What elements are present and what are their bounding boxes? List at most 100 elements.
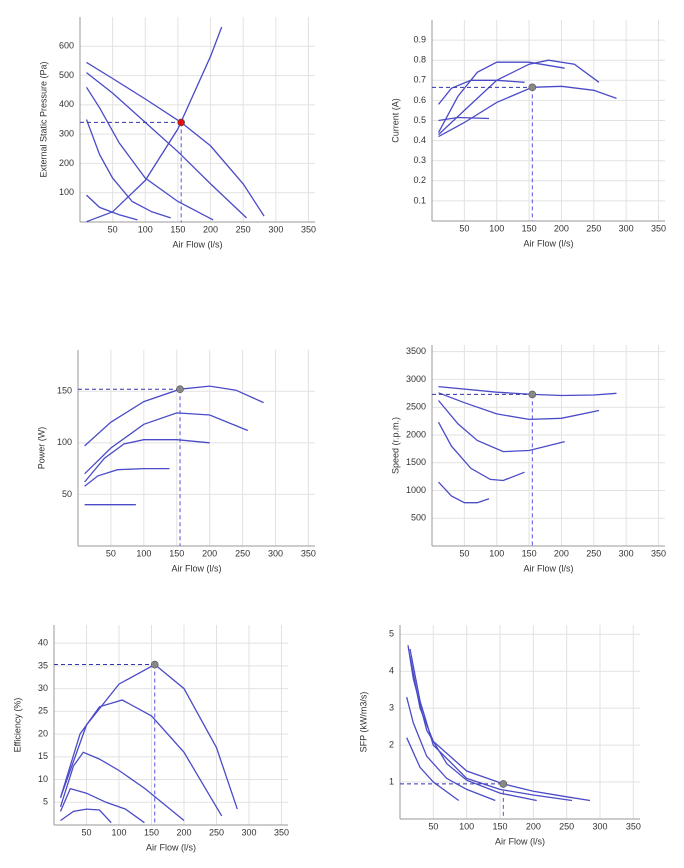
curve: [407, 645, 537, 802]
curve: [86, 194, 138, 221]
y-tick-label: 1: [389, 776, 394, 786]
curve: [438, 392, 600, 421]
x-tick-label: 150: [522, 548, 537, 558]
y-axis-label: SFP (kW/m3/s): [358, 692, 368, 753]
y-tick-label: 600: [59, 41, 74, 51]
x-tick-label: 200: [202, 548, 217, 558]
x-tick-label: 150: [144, 827, 159, 837]
y-tick-label: 3: [389, 703, 394, 713]
y-axis-label: Power (W): [36, 427, 46, 470]
x-tick-label: 300: [241, 827, 256, 837]
y-tick-label: 50: [62, 489, 72, 499]
x-tick-label: 350: [301, 548, 316, 558]
x-tick-label: 350: [651, 548, 666, 558]
y-tick-label: 10: [38, 774, 48, 784]
y-tick-label: 5: [43, 797, 48, 807]
y-tick-label: 40: [38, 638, 48, 648]
x-tick-label: 350: [651, 223, 666, 233]
curve: [59, 751, 185, 822]
y-tick-label: 0.6: [413, 95, 426, 105]
curve: [84, 385, 264, 447]
x-tick-label: 250: [559, 821, 574, 831]
curve: [438, 481, 490, 504]
curve: [406, 737, 460, 802]
x-tick-label: 300: [619, 548, 634, 558]
curve: [84, 439, 210, 483]
x-tick-label: 50: [108, 224, 118, 234]
x-axis-label: Air Flow (l/s): [524, 238, 574, 248]
y-tick-label: 500: [411, 513, 426, 523]
y-tick-label: 2: [389, 739, 394, 749]
curve: [59, 663, 238, 810]
x-tick-label: 350: [301, 224, 316, 234]
y-axis-label: Speed (r.p.m.): [390, 417, 400, 474]
x-tick-label: 100: [489, 548, 504, 558]
curve: [59, 787, 145, 824]
y-tick-label: 35: [38, 660, 48, 670]
x-tick-label: 250: [209, 827, 224, 837]
curve: [84, 412, 249, 475]
x-tick-label: 100: [459, 821, 474, 831]
operating-point: [176, 385, 184, 394]
curve: [438, 385, 617, 397]
x-tick-label: 150: [492, 821, 507, 831]
x-tick-label: 350: [274, 827, 289, 837]
x-axis-label: Air Flow (l/s): [173, 239, 223, 249]
y-tick-label: 5: [389, 629, 394, 639]
curve: [438, 59, 600, 136]
y-tick-label: 4: [389, 666, 394, 676]
operating-point: [499, 780, 508, 788]
x-tick-label: 50: [459, 548, 469, 558]
curve: [85, 119, 171, 219]
x-tick-label: 200: [176, 827, 191, 837]
operating-point: [150, 660, 159, 669]
x-tick-label: 150: [170, 224, 185, 234]
y-axis-label: External Static Pressure (Pa): [38, 61, 48, 177]
curve: [85, 86, 214, 221]
y-tick-label: 0.9: [413, 34, 426, 44]
x-tick-label: 50: [81, 827, 91, 837]
y-tick-label: 2000: [406, 429, 426, 439]
curve: [409, 648, 573, 802]
operating-point: [177, 118, 185, 127]
y-tick-label: 400: [59, 99, 74, 109]
y-tick-label: 150: [57, 386, 72, 396]
x-tick-label: 50: [428, 821, 438, 831]
operating-point: [528, 390, 537, 399]
curve: [438, 400, 565, 453]
y-tick-label: 500: [59, 70, 74, 80]
x-tick-label: 350: [626, 821, 641, 831]
x-tick-label: 250: [236, 224, 251, 234]
y-tick-label: 0.4: [413, 135, 426, 145]
curve: [406, 696, 496, 802]
y-tick-label: 0.2: [413, 175, 426, 185]
y-tick-label: 0.7: [413, 75, 426, 85]
y-tick-label: 1500: [406, 457, 426, 467]
y-tick-label: 1000: [406, 485, 426, 495]
y-tick-label: 300: [59, 129, 74, 139]
x-tick-label: 100: [111, 827, 126, 837]
x-tick-label: 300: [268, 548, 283, 558]
curve: [437, 421, 525, 482]
x-tick-label: 250: [586, 548, 601, 558]
x-tick-label: 200: [554, 548, 569, 558]
y-tick-label: 3500: [406, 346, 426, 356]
curve: [84, 467, 170, 487]
curve: [86, 26, 223, 223]
x-axis-label: Air Flow (l/s): [172, 563, 222, 573]
x-tick-label: 300: [268, 224, 283, 234]
x-axis-label: Air Flow (l/s): [146, 842, 196, 852]
x-tick-label: 150: [169, 548, 184, 558]
x-tick-label: 100: [138, 224, 153, 234]
x-axis-label: Air Flow (l/s): [524, 563, 574, 573]
curve: [86, 72, 247, 219]
y-tick-label: 3000: [406, 374, 426, 384]
y-tick-label: 100: [57, 437, 72, 447]
curve: [59, 699, 223, 817]
x-axis-label: Air Flow (l/s): [495, 836, 545, 846]
y-tick-label: 25: [38, 706, 48, 716]
curve: [60, 808, 112, 824]
y-tick-label: 0.5: [413, 115, 426, 125]
